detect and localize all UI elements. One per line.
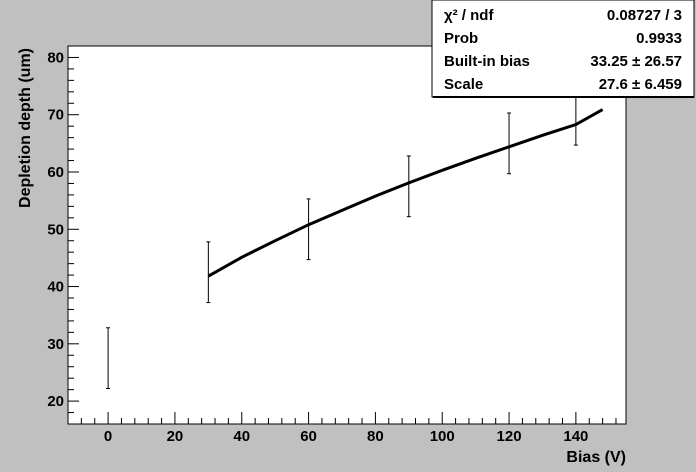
x-tick-label: 0 <box>104 428 112 445</box>
stats-rows: χ² / ndf 0.08727 / 3 Prob 0.9933 Built-in bi… <box>444 7 682 93</box>
stats-value: 33.25 ± 26.57 <box>590 53 682 70</box>
x-tick-label: 40 <box>233 428 250 445</box>
stats-value: 0.08727 / 3 <box>607 7 682 24</box>
data-point <box>306 198 311 261</box>
y-tick-label: 40 <box>47 279 64 296</box>
data-point <box>106 327 111 389</box>
stats-value: 27.6 ± 6.459 <box>599 76 682 93</box>
y-axis: 20 30 40 50 60 70 80 <box>47 45 79 425</box>
x-tick-label: 100 <box>430 428 455 445</box>
stats-label: Built-in bias <box>444 53 530 70</box>
stats-value: 0.9933 <box>636 30 682 47</box>
stats-label: Prob <box>444 30 478 47</box>
stats-label: χ² / ndf <box>444 7 494 24</box>
y-tick-label: 70 <box>47 107 64 124</box>
y-tick-label: 30 <box>47 336 64 353</box>
x-axis: 0 20 40 60 80 100 120 140 <box>67 412 617 445</box>
x-tick-label: 120 <box>497 428 522 445</box>
x-tick-label: 60 <box>300 428 317 445</box>
error-bars <box>106 83 578 389</box>
x-tick-label: 20 <box>167 428 184 445</box>
y-tick-label: 20 <box>47 393 64 410</box>
x-tick-label: 140 <box>563 428 588 445</box>
y-tick-label: 50 <box>47 221 64 238</box>
y-tick-label: 60 <box>47 164 64 181</box>
x-axis-title: Bias (V) <box>566 449 626 466</box>
x-tick-label: 80 <box>367 428 384 445</box>
y-axis-title: Depletion depth (um) <box>17 48 34 208</box>
y-tick-label: 80 <box>47 49 64 66</box>
data-point <box>507 112 512 175</box>
data-point <box>206 241 211 304</box>
stats-box-frame <box>431 0 695 98</box>
data-point <box>406 155 411 218</box>
fit-curve <box>207 108 604 278</box>
stats-label: Scale <box>444 76 483 93</box>
stats-box: χ² / ndf 0.08727 / 3 Prob 0.9933 Built-in bi… <box>431 0 695 98</box>
plot-area <box>67 45 627 425</box>
